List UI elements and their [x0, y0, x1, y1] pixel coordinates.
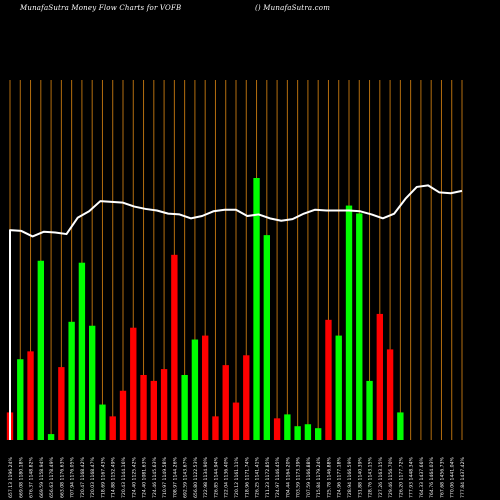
x-tick-label: 711.23 1172.85%: [265, 456, 271, 498]
money-flow-bar: [294, 426, 301, 440]
x-tick-label: 708.97 1144.26%: [172, 456, 178, 498]
x-tick-label: 777.93 1448.34%: [409, 456, 415, 498]
x-tick-label: 722.98 1134.90%: [203, 456, 209, 498]
x-tick-label: 663.08 1176.63%: [59, 456, 65, 498]
money-flow-bar: [345, 205, 353, 440]
money-flow-bar: [366, 380, 373, 440]
x-tick-label: 729.46 1156.70%: [388, 456, 394, 498]
money-flow-bar: [243, 355, 250, 440]
chart-title: MunafaSutra Money Flow Charts for VOFB: [20, 4, 182, 12]
x-tick-label: 707.59 1166.88%: [306, 456, 312, 498]
money-flow-bar: [202, 335, 209, 440]
x-tick-label: 715.84 1179.24%: [316, 456, 322, 498]
money-flow-bar: [27, 351, 34, 440]
money-flow-bar: [304, 424, 312, 440]
x-tick-label: 718.69 1167.43%: [100, 456, 106, 498]
money-flow-bar: [191, 339, 199, 440]
x-tick-label: 725.78 1146.88%: [326, 456, 332, 498]
x-tick-label: 724.46 1145.63%: [152, 456, 158, 498]
x-tick-label: 724.40 1081.63%: [142, 456, 148, 498]
x-tick-label: 726.20 1177.72%: [398, 456, 404, 498]
x-tick-label: 726.85 1144.94%: [213, 456, 219, 498]
x-tick-label: 722.04 1136.40%: [224, 456, 230, 498]
money-flow-bar: [150, 380, 157, 440]
x-tick-label: 720.43 1144.16%: [121, 456, 127, 498]
x-tick-label: 710.97 1149.58%: [162, 456, 168, 498]
x-tick-label: 704.44 1164.20%: [285, 456, 291, 498]
money-flow-bar: [58, 367, 65, 440]
x-tick-label: 724.96 1177.18%: [337, 456, 343, 498]
money-flow-bar: [284, 414, 291, 440]
money-flow-bar: [181, 374, 188, 440]
x-tick-label: 676.37 1148.82%: [29, 456, 35, 498]
x-tick-label: 656.63 1178.49%: [49, 456, 55, 498]
money-flow-bar: [119, 390, 127, 440]
money-flow-bar: [109, 416, 116, 440]
money-flow-bar: [47, 434, 55, 440]
x-tick-label: 770.06 1441.04%: [450, 456, 456, 498]
money-flow-bar: [171, 254, 178, 440]
money-flow-bar: [232, 402, 240, 440]
x-tick-label: 669.08 1180.18%: [18, 456, 24, 498]
x-tick-label: 764.33 1437.66%: [419, 456, 425, 498]
money-flow-bar: [315, 428, 322, 440]
money-flow-bar: [37, 260, 44, 440]
x-tick-label: 728.94 1166.59%: [347, 456, 353, 498]
money-flow-bar: [17, 359, 24, 440]
money-flow-bar: [160, 369, 168, 440]
money-flow-bar: [89, 325, 96, 440]
x-tick-label: 707.94 1176.05%: [70, 456, 76, 498]
x-tick-label: 720.12 1161.11%: [234, 456, 240, 498]
money-flow-bar: [99, 404, 106, 440]
price-line: [9, 184, 463, 440]
x-tick-label: 669.59 1158.94%: [39, 456, 45, 498]
x-tick-label: 720.47 1168.42%: [80, 456, 86, 498]
x-tick-label: 764.76 1464.03%: [429, 456, 435, 498]
x-tick-label: 728.76 1143.15%: [368, 456, 374, 498]
money-flow-bar: [325, 319, 332, 440]
watermark-text: () MunafaSutra.com: [255, 4, 331, 12]
x-tick-label: 703.59 1173.39%: [296, 456, 302, 498]
money-flow-bar: [68, 321, 75, 440]
price-line-layer: [9, 184, 463, 440]
money-flow-bar: [356, 213, 363, 440]
money-flow-bar: [78, 262, 86, 440]
money-flow-bar: [130, 327, 137, 440]
x-tick-label: 726.25 1141.41%: [255, 456, 261, 498]
money-flow-bar: [253, 178, 260, 440]
money-flow-bar: [273, 418, 281, 440]
x-tick-label: 724.40 1125.42%: [131, 456, 137, 498]
x-tick-label: 714.88 1152.49%: [111, 456, 117, 498]
x-tick-label: 731.88 1140.39%: [357, 456, 363, 498]
money-flow-bar: [222, 365, 229, 440]
x-tick-label: 692.59 1143.67%: [183, 456, 189, 498]
bars: [6, 178, 404, 440]
x-tick-label: 657.13 1196.24%: [8, 456, 14, 498]
x-tick-label: 724.97 1146.45%: [275, 456, 281, 498]
money-flow-bar: [386, 349, 394, 440]
money-flow-bar: [335, 335, 342, 440]
money-flow-bar: [397, 412, 404, 440]
x-tick-label: 727.26 1163.15%: [378, 456, 384, 498]
money-flow-bar: [140, 374, 147, 440]
money-flow-bar: [263, 235, 270, 440]
x-tick-label: 767.68 1456.73%: [439, 456, 445, 498]
x-tick-label: 656.80 1122.53%: [193, 456, 199, 498]
x-tick-label: 718.96 1171.74%: [244, 456, 250, 498]
money-flow-bar: [376, 313, 383, 440]
x-tick-labels: 657.13 1196.24% 669.08 1180.18% 676.37 114…: [8, 456, 466, 498]
money-flow-bar: [212, 416, 219, 440]
x-tick-label: 777.84 1437.42%: [460, 456, 466, 498]
grid-lines: [9, 80, 463, 440]
x-tick-label: 720.03 1168.47%: [90, 456, 96, 498]
